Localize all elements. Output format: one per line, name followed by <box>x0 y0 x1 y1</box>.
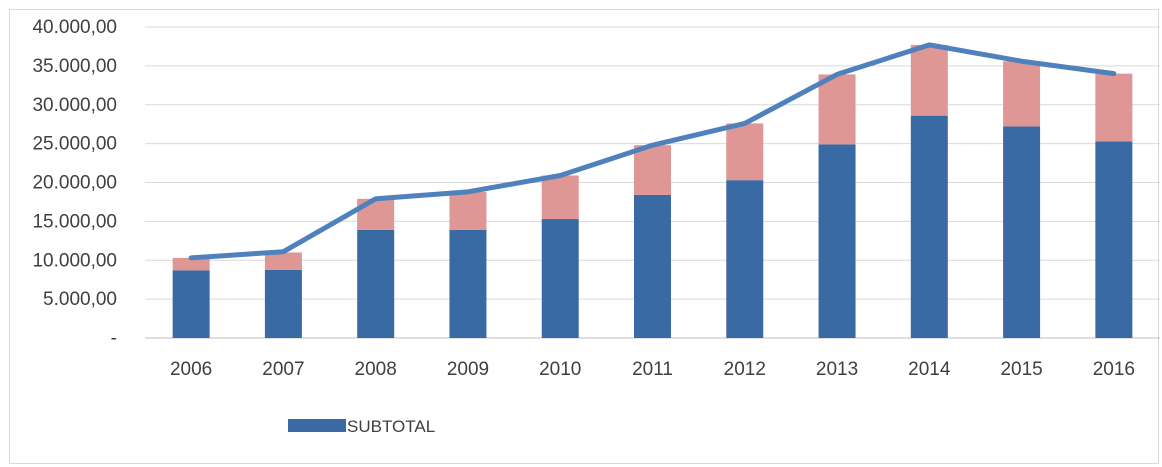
x-tick-label: 2014 <box>908 359 951 380</box>
bar-series-2-2006 <box>172 257 210 271</box>
y-tick-label: 20.000,00 <box>32 173 117 194</box>
bar-subtotal-2012 <box>726 180 764 338</box>
x-tick-label: 2010 <box>539 359 581 380</box>
y-tick-label: 5.000,00 <box>43 289 117 310</box>
bar-series-2-2016 <box>1095 73 1133 142</box>
legend-swatch-subtotal <box>288 419 346 432</box>
x-tick-label: 2011 <box>632 359 673 380</box>
bar-series-2-2010 <box>541 175 579 220</box>
y-tick-label: 15.000,00 <box>32 211 117 232</box>
bar-subtotal-2015 <box>1003 126 1041 339</box>
x-tick-label: 2012 <box>724 359 766 380</box>
x-tick-label: 2015 <box>1000 359 1042 380</box>
bar-subtotal-2014 <box>910 115 948 338</box>
y-tick-label: 35.000,00 <box>32 56 117 77</box>
bar-series-2-2009 <box>449 191 487 230</box>
x-tick-label: 2013 <box>816 359 858 380</box>
bar-series-2-2014 <box>910 44 948 116</box>
y-axis-ticks: - 5.000,00 10.000,00 15.000,00 20.000,00 25.0… <box>32 17 117 349</box>
x-tick-label: 2006 <box>170 359 212 380</box>
x-tick-label: 2008 <box>355 359 397 380</box>
x-tick-label: 2016 <box>1093 359 1135 380</box>
total-line <box>188 42 1117 261</box>
bar-subtotal-2013 <box>818 144 856 338</box>
bar-subtotal-2009 <box>449 229 487 338</box>
bar-subtotal-2006 <box>172 270 210 338</box>
bar-series-2-2015 <box>1003 61 1041 127</box>
total-line-path <box>188 42 1117 261</box>
y-tick-label: - <box>111 328 117 349</box>
legend: SUBTOTAL <box>288 417 435 436</box>
bar-series-2-2011 <box>634 145 671 195</box>
chart-frame <box>9 9 1159 464</box>
bars <box>172 44 1133 339</box>
bar-series-2-2012 <box>726 123 764 181</box>
x-axis-ticks: 2006 2007 2008 2009 2010 2011 2012 2013 2014 2015… <box>170 359 1135 380</box>
y-tick-label: 40.000,00 <box>32 17 117 38</box>
bar-series-2-2013 <box>818 74 856 145</box>
y-tick-label: 10.000,00 <box>32 250 117 271</box>
y-tick-label: 25.000,00 <box>32 134 117 155</box>
bar-subtotal-2007 <box>264 269 302 338</box>
x-tick-label: 2009 <box>447 359 489 380</box>
legend-label-subtotal: SUBTOTAL <box>347 417 435 436</box>
bar-subtotal-2010 <box>541 219 579 338</box>
bar-subtotal-2008 <box>357 229 395 338</box>
bar-subtotal-2016 <box>1095 141 1133 338</box>
x-tick-label: 2007 <box>262 359 304 380</box>
bar-series-2-2007 <box>264 252 302 270</box>
bar-subtotal-2011 <box>634 194 671 338</box>
y-tick-label: 30.000,00 <box>32 95 117 116</box>
